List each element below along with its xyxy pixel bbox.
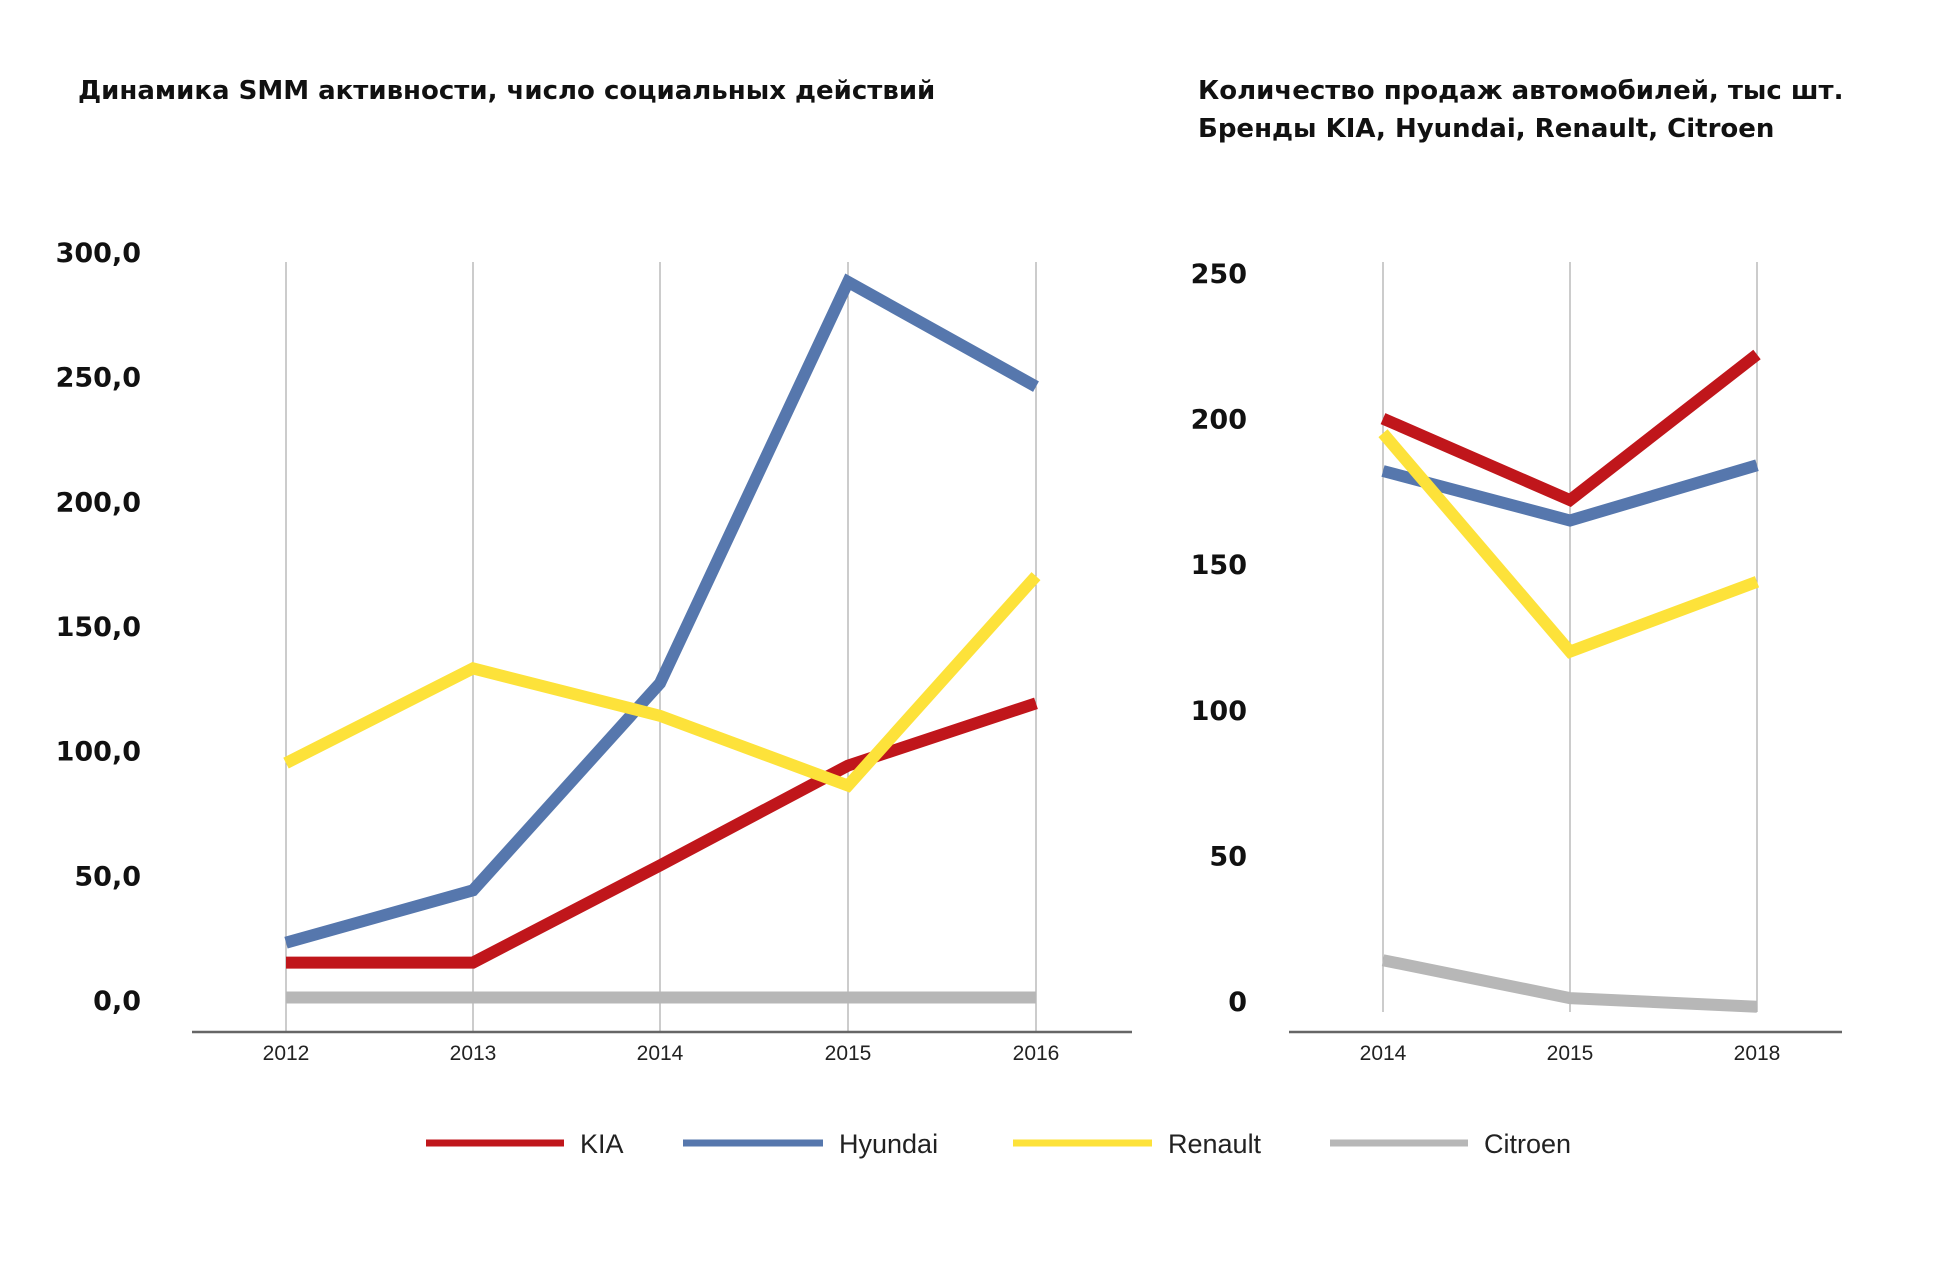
legend-label-kia: KIA — [580, 1129, 624, 1159]
smm-x-tick-label: 2014 — [637, 1042, 684, 1065]
smm-series-line-hyundai — [284, 273, 1039, 949]
smm-series-line-renault — [283, 572, 1041, 793]
sales-y-tick-label: 250 — [1191, 259, 1247, 290]
smm-y-tick-label: 0,0 — [93, 986, 141, 1017]
smm-series-line-kia — [286, 697, 1038, 969]
chart-title-sales-line-2: Бренды KIA, Hyundai, Renault, Citroen — [1198, 114, 1775, 144]
chart-smm-activity: 0,0 50,0 100,0 150,0 200,0 250,0 300,0 2012 2013… — [56, 238, 1132, 1065]
sales-x-tick-label: 2018 — [1734, 1042, 1781, 1065]
chart-title-smm: Динамика SMM активности, число социальны… — [78, 76, 936, 106]
sales-x-tick-label: 2015 — [1547, 1042, 1594, 1065]
sales-series-line-kia — [1380, 349, 1761, 508]
smm-x-tick-label: 2012 — [263, 1042, 310, 1065]
sales-y-tick-label: 50 — [1209, 841, 1247, 872]
smm-y-tick-label: 150,0 — [56, 612, 141, 643]
sales-series-line-citroen — [1381, 954, 1758, 1013]
legend-label-renault: Renault — [1168, 1129, 1262, 1159]
legend-label-citroen: Citroen — [1484, 1129, 1571, 1159]
legend-label-hyundai: Hyundai — [839, 1129, 938, 1159]
sales-y-tick-label: 150 — [1191, 550, 1247, 581]
legend: KIA Hyundai Renault Citroen — [426, 1129, 1571, 1159]
chart-car-sales: 0 50 100 150 200 250 2014 2015 2018 — [1191, 259, 1842, 1065]
smm-y-tick-label: 250,0 — [56, 363, 141, 394]
sales-series-line-hyundai — [1381, 459, 1759, 527]
sales-y-tick-label: 200 — [1191, 405, 1247, 436]
smm-y-tick-label: 300,0 — [56, 238, 141, 269]
chart-title-sales: Количество продаж автомобилей, тыс шт. Б… — [1198, 72, 1843, 148]
sales-x-tick-label: 2014 — [1360, 1042, 1407, 1065]
smm-y-tick-label: 50,0 — [74, 861, 141, 892]
sales-y-tick-label: 0 — [1228, 987, 1247, 1018]
sales-series-line-renault — [1378, 429, 1760, 659]
smm-x-tick-label: 2013 — [450, 1042, 497, 1065]
smm-x-tick-label: 2015 — [825, 1042, 872, 1065]
smm-y-tick-label: 200,0 — [56, 487, 141, 518]
smm-y-tick-label: 100,0 — [56, 737, 141, 768]
sales-y-tick-label: 100 — [1191, 696, 1247, 727]
smm-x-tick-label: 2016 — [1013, 1042, 1060, 1065]
chart-title-sales-line-1: Количество продаж автомобилей, тыс шт. — [1198, 76, 1844, 106]
